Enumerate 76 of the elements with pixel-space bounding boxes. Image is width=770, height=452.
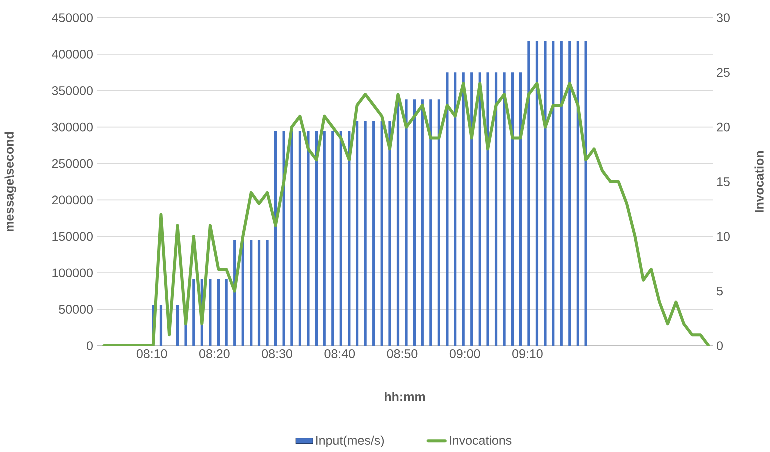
x-axis-title: hh:mm — [385, 392, 426, 402]
bar — [176, 305, 180, 346]
bar — [552, 41, 555, 346]
bar — [298, 130, 302, 346]
bar — [413, 100, 416, 346]
y-tick-label: 150000 — [52, 232, 93, 242]
y-tick-label: 300000 — [52, 122, 93, 132]
bar — [470, 72, 474, 346]
y-tick-label: 250000 — [52, 159, 93, 168]
y-tick-label: 0 — [87, 342, 93, 350]
y2-tick-label: 30 — [717, 14, 730, 22]
bar — [512, 72, 514, 346]
bar — [348, 130, 351, 346]
y-tick-label: 400000 — [52, 50, 93, 59]
bar — [446, 72, 449, 346]
y2-tick-label: 25 — [717, 68, 730, 78]
bar — [315, 130, 318, 346]
bar — [307, 130, 310, 346]
x-tick-label: 08:30 — [262, 350, 292, 358]
x-tick-label: 09:10 — [512, 350, 543, 358]
bar — [217, 278, 220, 346]
y2-tick-label: 5 — [717, 286, 723, 296]
y-tick-label: 450000 — [52, 14, 93, 22]
x-tick-label: 08:10 — [136, 350, 168, 358]
y2-tick-label: 10 — [718, 232, 730, 242]
x-tick-label: 08:40 — [324, 350, 356, 358]
bar — [380, 122, 384, 346]
bar — [340, 130, 342, 346]
y2-tick-label: 20 — [717, 122, 730, 132]
bar — [462, 72, 465, 346]
y2-tick-label: 0 — [717, 342, 724, 350]
bar — [323, 130, 326, 346]
bar — [421, 100, 424, 346]
y-axis-title: message\second — [4, 132, 16, 232]
bar — [225, 278, 228, 346]
bar — [486, 72, 490, 346]
bar — [372, 122, 376, 346]
bar — [290, 130, 294, 346]
bar — [430, 100, 432, 346]
bar — [266, 240, 269, 346]
x-tick-label: 08:50 — [387, 350, 418, 358]
bar — [388, 122, 392, 346]
bar — [274, 130, 278, 346]
bar — [258, 240, 261, 346]
bar — [160, 305, 163, 346]
bar — [454, 72, 457, 346]
bar — [332, 130, 334, 346]
bar — [250, 240, 253, 346]
bar — [560, 41, 563, 346]
x-tick-label: 08:20 — [200, 350, 230, 358]
bar — [503, 72, 506, 346]
bar — [405, 100, 408, 346]
y-tick-label: 50000 — [59, 305, 93, 314]
y2-axis-title: Invocation — [754, 152, 764, 212]
bar — [544, 41, 547, 346]
bar — [364, 122, 367, 346]
bar — [438, 100, 440, 346]
y-tick-label: 200000 — [52, 196, 93, 205]
bar — [568, 41, 572, 346]
bar — [536, 41, 539, 346]
bar — [242, 240, 244, 346]
y-tick-label: 100000 — [52, 268, 93, 278]
x-tick-label: 09:00 — [450, 350, 480, 358]
legend-label: Invocations — [450, 436, 512, 446]
bar — [356, 122, 359, 346]
bar — [519, 72, 522, 346]
bar — [192, 278, 196, 346]
bar — [494, 72, 498, 346]
bar — [209, 278, 212, 346]
legend-label: Input(mes/s) — [316, 436, 384, 448]
bar — [478, 72, 482, 346]
bar — [576, 41, 580, 346]
bar — [584, 41, 588, 346]
y-tick-label: 350000 — [52, 86, 93, 96]
y2-tick-label: 15 — [718, 178, 730, 186]
bar — [528, 41, 530, 346]
